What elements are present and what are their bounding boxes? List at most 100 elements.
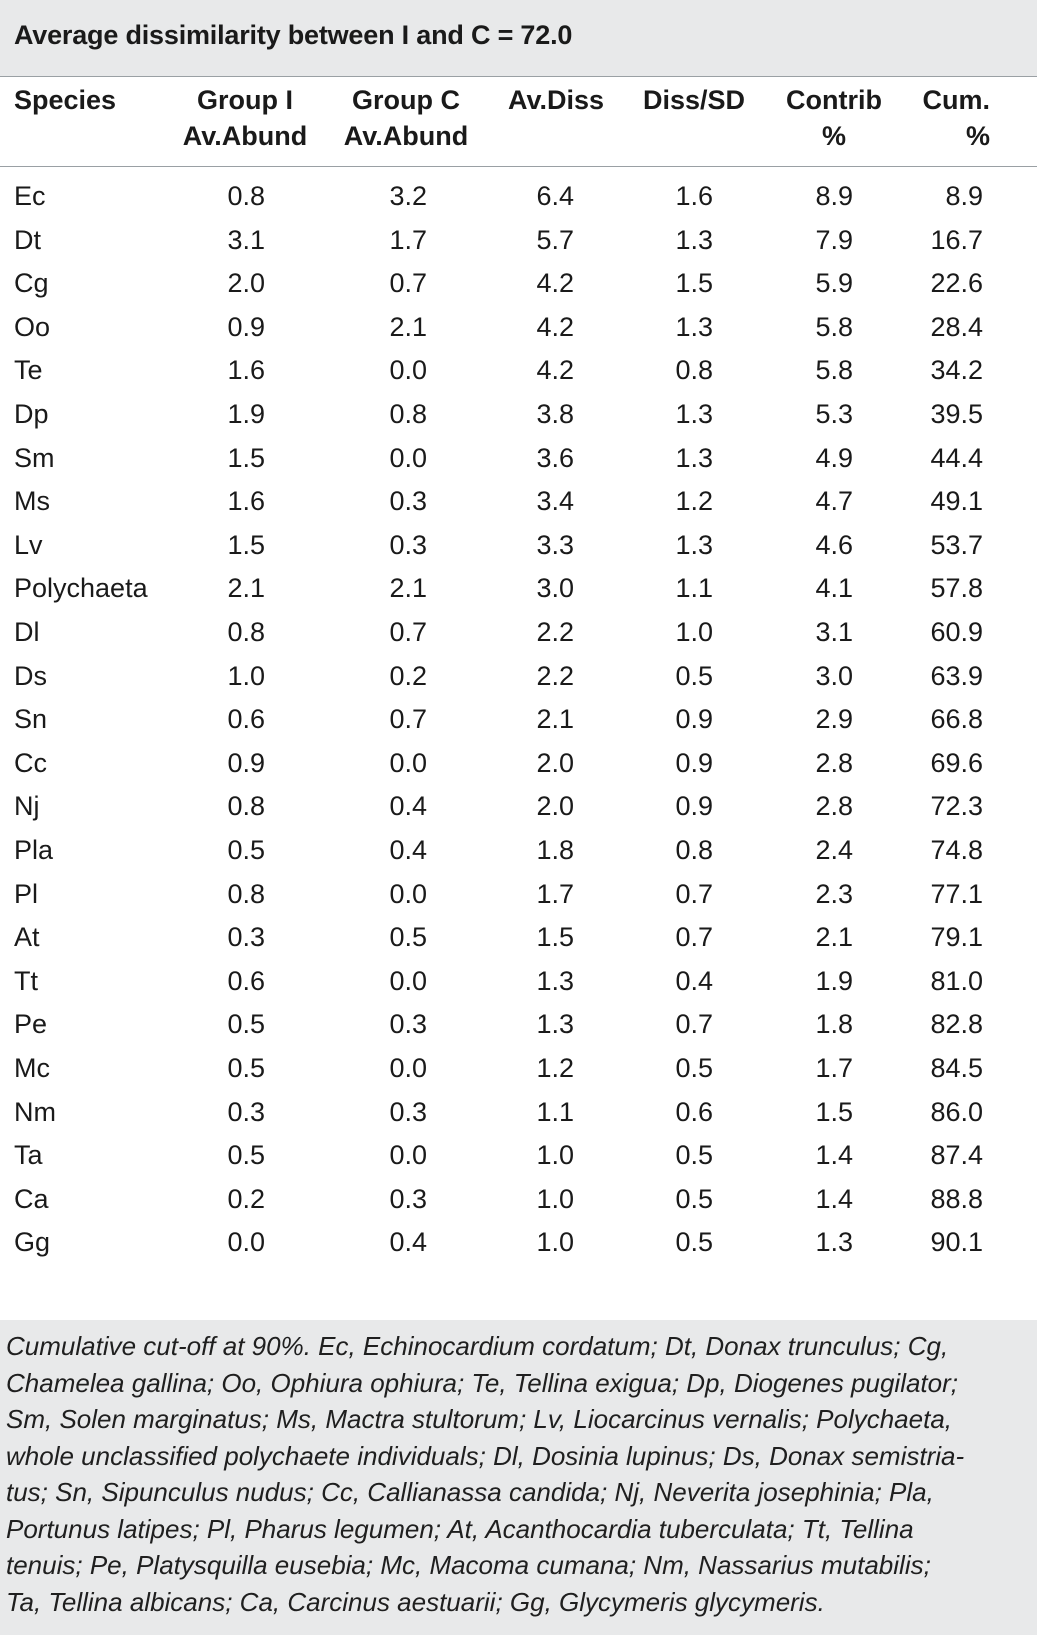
cell-group-i-av-abund: 0.5: [227, 1140, 265, 1171]
cell-diss-sd: 0.5: [675, 1053, 713, 1083]
cell-contrib-pct: 2.8: [815, 791, 853, 822]
cell-cum-pct: 57.8: [930, 573, 983, 604]
cell-contrib-pct: 4.7: [815, 486, 853, 517]
cell-av-diss: 4.2: [536, 355, 574, 386]
cell-diss-sd: 0.8: [675, 355, 713, 386]
cell-species: Nj: [14, 791, 40, 822]
cell-species: Sn: [14, 704, 48, 735]
cell-group-i-av-abund: 0.6: [227, 965, 265, 996]
footnote-line: tenuis; Pe, Platysquilla eusebia; Mc, Ma…: [6, 1550, 931, 1580]
cell-group-i-av-abund: 0.9: [227, 747, 265, 778]
cell-diss-sd: 0.9: [675, 704, 713, 735]
cell-group-c-av-abund: 0.7: [389, 617, 427, 647]
cell-av-diss: 4.2: [536, 268, 574, 299]
cell-group-c-av-abund: 0.4: [389, 791, 427, 822]
header-contrib-pct-line1: Contrib: [786, 85, 882, 115]
header-group-c-av-abund-line1: Group C: [352, 85, 460, 115]
cell-av-diss: 3.0: [536, 573, 574, 604]
cell-group-i-av-abund: 0.5: [227, 1009, 265, 1040]
header-cum-pct-line1: Cum.: [922, 85, 991, 115]
cell-av-diss: 2.0: [536, 747, 574, 778]
cell-cum-pct: 81.0: [930, 965, 983, 996]
cell-group-i-av-abund: 1.5: [227, 529, 265, 560]
cell-diss-sd: 1.2: [675, 486, 713, 517]
cell-cum-pct: 87.4: [930, 1140, 983, 1171]
cell-cum-pct: 53.7: [930, 529, 983, 560]
cell-group-i-av-abund: 3.1: [227, 224, 265, 255]
cell-diss-sd: 0.9: [675, 747, 713, 778]
cell-diss-sd: 0.9: [675, 791, 713, 822]
cell-group-c-av-abund: 0.8: [389, 399, 427, 429]
cell-av-diss: 1.0: [536, 1183, 574, 1214]
cell-diss-sd: 1.1: [675, 573, 713, 604]
cell-group-i-av-abund: 2.0: [227, 268, 265, 299]
cell-group-i-av-abund: 0.5: [227, 835, 265, 865]
footnote-line: Ta, Tellina albicans; Ca, Carcinus aestu…: [6, 1586, 825, 1617]
cell-contrib-pct: 1.5: [815, 1096, 853, 1127]
cell-diss-sd: 1.6: [675, 181, 713, 211]
cell-group-c-av-abund: 0.0: [389, 355, 427, 386]
cell-species: Dl: [14, 617, 40, 647]
cell-species: Pla: [14, 835, 54, 865]
cell-cum-pct: 39.5: [930, 399, 983, 429]
cell-species: At: [14, 922, 40, 953]
cell-av-diss: 1.0: [536, 1227, 574, 1258]
cell-group-c-av-abund: 0.0: [389, 965, 427, 996]
cell-av-diss: 2.1: [536, 704, 574, 735]
cell-species: Ec: [14, 181, 46, 211]
title-divider: [0, 76, 1037, 77]
cell-group-c-av-abund: 0.0: [389, 1053, 427, 1083]
cell-diss-sd: 0.6: [675, 1096, 713, 1127]
footnote-line: Cumulative cut-off at 90%. Ec, Echinocar…: [6, 1331, 949, 1361]
cell-contrib-pct: 7.9: [815, 224, 853, 255]
cell-cum-pct: 84.5: [930, 1053, 983, 1083]
cell-diss-sd: 1.3: [675, 224, 713, 255]
cell-group-c-av-abund: 1.7: [389, 224, 427, 255]
cell-diss-sd: 1.3: [675, 442, 713, 473]
header-group-i-av-abund-line1: Group I: [197, 85, 293, 115]
cell-cum-pct: 8.9: [945, 181, 983, 211]
cell-species: Lv: [14, 529, 43, 560]
cell-cum-pct: 60.9: [930, 617, 983, 647]
cell-group-c-av-abund: 0.3: [389, 1009, 427, 1040]
cell-contrib-pct: 5.8: [815, 355, 853, 386]
cell-group-i-av-abund: 1.0: [227, 660, 265, 691]
cell-group-i-av-abund: 0.5: [227, 1053, 265, 1083]
cell-cum-pct: 82.8: [930, 1009, 983, 1040]
cell-species: Oo: [14, 311, 51, 342]
cell-group-i-av-abund: 0.3: [227, 922, 265, 953]
cell-species: Gg: [14, 1227, 51, 1258]
header-species: Species: [14, 85, 117, 115]
cell-cum-pct: 16.7: [930, 224, 983, 255]
cell-diss-sd: 1.0: [675, 617, 713, 647]
cell-cum-pct: 66.8: [930, 704, 983, 735]
header-group-c-av-abund-line2: Av.Abund: [343, 121, 469, 151]
cell-cum-pct: 63.9: [930, 660, 983, 691]
cell-av-diss: 1.5: [536, 922, 574, 953]
cell-av-diss: 1.8: [536, 835, 574, 865]
cell-diss-sd: 0.4: [675, 965, 713, 996]
cell-group-c-av-abund: 0.0: [389, 878, 427, 909]
cell-diss-sd: 0.5: [675, 1183, 713, 1214]
cell-cum-pct: 79.1: [930, 922, 983, 953]
footnote-line: tus; Sn, Sipunculus nudus; Cc, Callianas…: [6, 1477, 934, 1507]
cell-group-c-av-abund: 2.1: [389, 573, 427, 604]
cell-diss-sd: 0.8: [675, 835, 713, 865]
cell-species: Ds: [14, 660, 47, 691]
cell-species: Polychaeta: [14, 573, 148, 604]
cell-group-c-av-abund: 0.4: [389, 1227, 427, 1258]
cell-contrib-pct: 1.4: [815, 1140, 853, 1171]
title-band: [0, 0, 1037, 76]
cell-species: Sm: [14, 442, 55, 473]
cell-diss-sd: 0.5: [675, 660, 713, 691]
cell-group-i-av-abund: 0.2: [227, 1183, 265, 1214]
cell-contrib-pct: 5.9: [815, 268, 853, 299]
cell-species: Tt: [14, 965, 38, 996]
cell-species: Pl: [14, 878, 39, 909]
cell-av-diss: 3.4: [536, 486, 574, 517]
cell-species: Ms: [14, 486, 50, 517]
cell-group-i-av-abund: 1.6: [227, 355, 265, 386]
cell-av-diss: 1.3: [536, 1009, 574, 1040]
cell-group-c-av-abund: 0.0: [389, 1140, 427, 1171]
